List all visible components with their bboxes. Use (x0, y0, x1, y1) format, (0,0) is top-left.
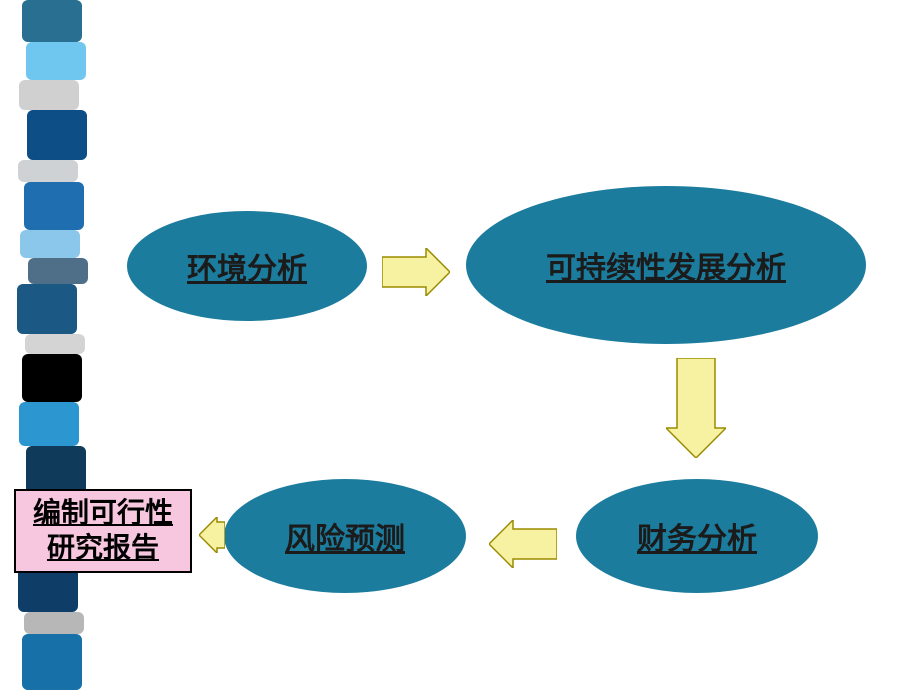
flow-arrow (489, 520, 557, 573)
flow-node-n3: 财务分析 (576, 479, 818, 593)
flow-node-n4: 风险预测 (224, 479, 466, 593)
flow-node-n2: 可持续性发展分析 (466, 186, 866, 344)
flow-arrow (666, 358, 726, 463)
flow-arrow (199, 517, 225, 558)
flow-node-label: 财务分析 (637, 514, 757, 558)
flow-arrow (382, 248, 450, 301)
flow-node-label: 环境分析 (187, 244, 307, 288)
flow-node-label: 可持续性发展分析 (546, 243, 786, 287)
flow-node-n1: 环境分析 (127, 211, 367, 321)
flow-node-label: 编制可行性 研究报告 (33, 496, 173, 566)
flow-node-n5: 编制可行性 研究报告 (14, 489, 192, 573)
flowchart-canvas: 环境分析 可持续性发展分析财务分析 风险预测 编制可行性 研究报告 (0, 0, 920, 690)
flow-node-label: 风险预测 (285, 514, 405, 558)
